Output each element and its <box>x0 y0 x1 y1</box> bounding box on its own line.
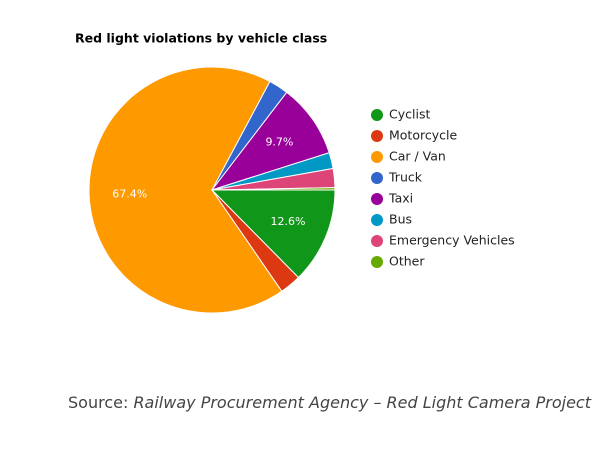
legend-marker <box>371 256 383 268</box>
legend-marker <box>371 214 383 226</box>
legend-label: Taxi <box>388 191 413 206</box>
legend-marker <box>371 130 383 142</box>
chart-title: Red light violations by vehicle class <box>75 31 327 46</box>
legend-label: Motorcycle <box>389 128 457 143</box>
pie-slice <box>211 187 336 191</box>
legend-label: Emergency Vehicles <box>389 233 515 248</box>
slice-label: 12.6% <box>271 215 306 228</box>
legend-label: Other <box>389 254 425 269</box>
slice-label: 67.4% <box>112 188 147 201</box>
legend-marker <box>371 193 383 205</box>
pie-slice <box>210 189 336 279</box>
legend-label: Truck <box>388 170 423 185</box>
legend-marker <box>371 172 383 184</box>
legend-label: Car / Van <box>389 149 446 164</box>
legend-marker <box>371 151 383 163</box>
legend-marker <box>371 109 383 121</box>
legend-label: Bus <box>389 212 412 227</box>
slice-label: 9.7% <box>265 136 293 149</box>
legend-marker <box>371 235 383 247</box>
source-label: Source: <box>68 393 128 412</box>
pie-slice <box>210 91 330 191</box>
source-name: Railway Procurement Agency – Red Light C… <box>133 393 591 412</box>
pie-slice <box>88 66 283 314</box>
source-text: Source: Railway Procurement Agency – Red… <box>68 393 592 412</box>
legend-label: Cyclist <box>389 107 430 122</box>
